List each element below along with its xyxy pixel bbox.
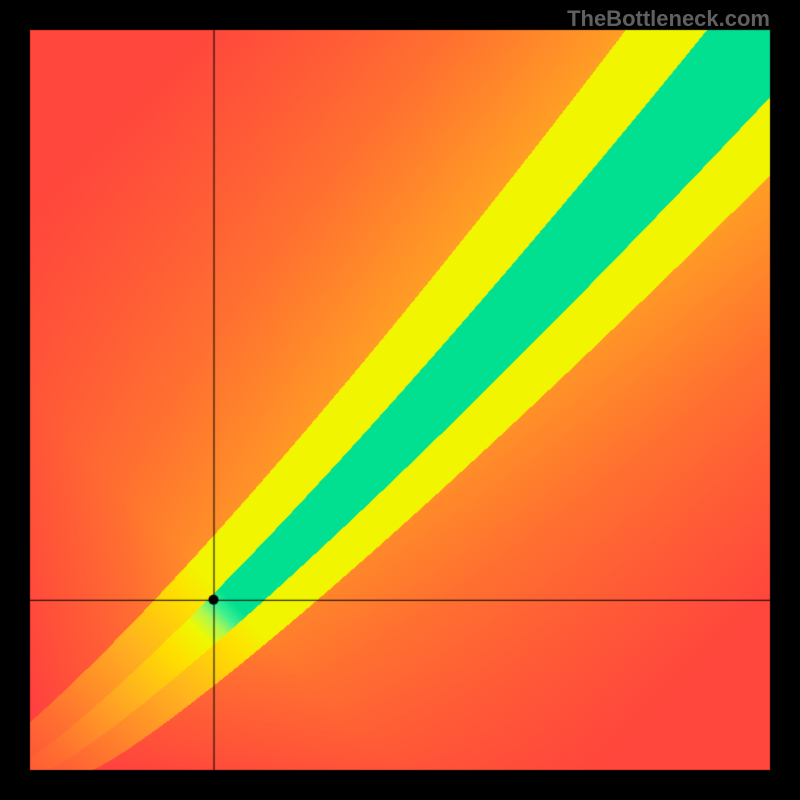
watermark-text: TheBottleneck.com — [567, 6, 770, 32]
chart-container: TheBottleneck.com — [0, 0, 800, 800]
bottleneck-heatmap — [0, 0, 800, 800]
